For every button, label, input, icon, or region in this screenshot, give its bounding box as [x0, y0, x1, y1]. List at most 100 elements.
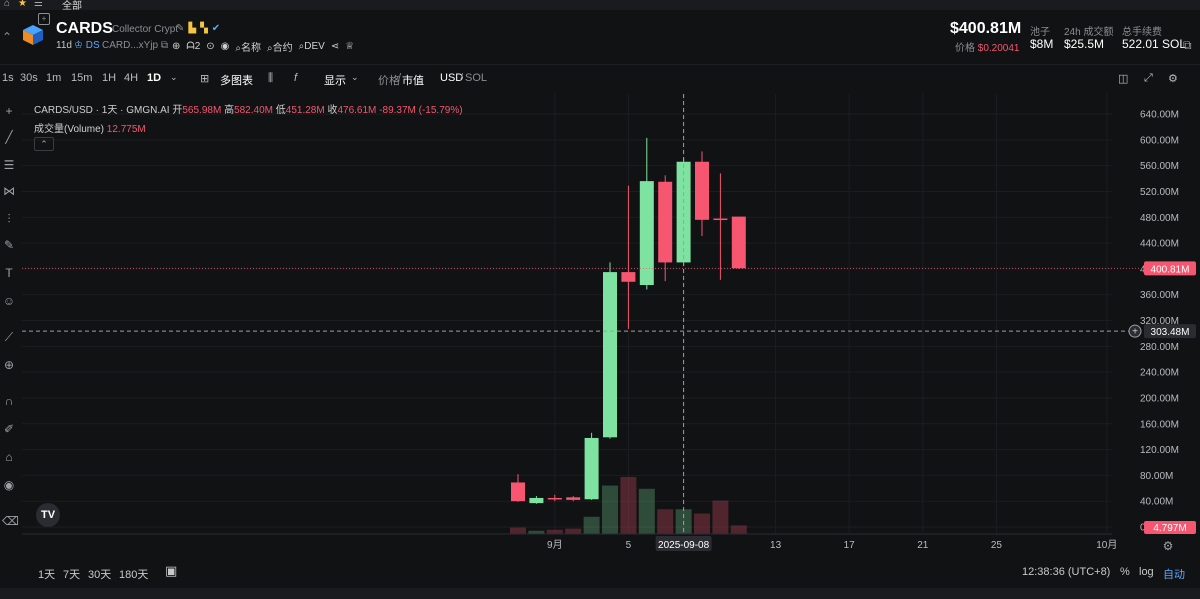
y-tick-label: 440.00M [1140, 239, 1179, 250]
change-value: -89.37M (-15.79%) [379, 105, 463, 116]
edit-icon[interactable]: ✎ [176, 23, 185, 34]
website-icon[interactable]: ⊕ [172, 41, 181, 52]
fullscreen-icon[interactable]: ⤢ [1144, 72, 1153, 84]
timeframe-15m[interactable]: 15m [71, 72, 93, 84]
x-tick-label: 17 [844, 540, 856, 551]
emoji-icon[interactable]: ☺ [2, 294, 16, 308]
range-1d[interactable]: 1天 [38, 569, 56, 581]
home-icon[interactable]: ⌂ [4, 0, 11, 9]
volume-bar [657, 509, 674, 534]
candle-body [676, 161, 691, 263]
low-label: 低 [275, 105, 286, 116]
mcap-toggle[interactable]: 市值 [402, 75, 424, 87]
filter-tab[interactable]: 全部 [62, 1, 82, 12]
zoom-icon[interactable]: ⊕ [3, 358, 15, 372]
x-tick-label: 25 [991, 540, 1003, 551]
crosshair-date-bg [655, 536, 712, 551]
volume-legend-label: 成交量(Volume) [34, 124, 105, 135]
multi-chart-button[interactable]: 多图表 [220, 75, 253, 87]
search-contract-link[interactable]: ⌕合约 [267, 43, 293, 54]
pattern-icon[interactable]: ⋈ [3, 184, 15, 198]
tradingview-logo-icon[interactable]: TV [36, 503, 60, 527]
range-7d[interactable]: 7天 [63, 569, 81, 581]
price-toggle[interactable]: 价格 [378, 75, 400, 87]
horizontal-lines-icon[interactable]: ☰ [3, 158, 15, 172]
brush-icon[interactable]: ✎ [3, 238, 15, 252]
calendar-icon[interactable]: ▣ [165, 563, 178, 578]
image-search-icon[interactable]: + [38, 13, 50, 25]
volume-right-label: 4.797M [1153, 523, 1186, 534]
add-alert-icon [1128, 324, 1142, 338]
display-dropdown-icon[interactable]: ⌄ [351, 72, 359, 82]
holders-icon[interactable]: ᗩ2 [186, 41, 201, 52]
clock-time[interactable]: 12:38:36 (UTC+8) [1022, 566, 1111, 578]
coin-icon[interactable]: ⊙ [206, 41, 215, 52]
dex-screener-link[interactable]: ♔ DS [74, 40, 100, 51]
fib-icon[interactable]: ⫶ [7, 212, 11, 226]
candle-body [695, 161, 709, 220]
volume-legend: 成交量(Volume) 12.775M [34, 120, 146, 135]
usd-toggle[interactable]: USD [440, 72, 464, 84]
multi-chart-icon[interactable]: ⊞ [200, 73, 210, 85]
add-alert-plus: + [1132, 327, 1138, 338]
y-tick-label: 40.00M [1140, 497, 1173, 508]
screenshot-icon[interactable]: ◫ [1118, 73, 1129, 85]
volume-bar [602, 485, 618, 534]
y-tick-label: 240.00M [1140, 368, 1179, 379]
percent-toggle[interactable]: % [1120, 566, 1130, 578]
volume-bar [712, 500, 729, 534]
footer-strip [0, 588, 1200, 599]
timeframe-1m[interactable]: 1m [46, 72, 62, 84]
log-toggle[interactable]: log [1139, 566, 1154, 578]
token-symbol: CARDS [56, 20, 113, 37]
copy-share-icon[interactable]: ⧉ [1183, 38, 1192, 52]
range-180d[interactable]: 180天 [119, 569, 149, 581]
timeframe-1h[interactable]: 1H [102, 72, 117, 84]
candle-type-icon[interactable]: ⫼ [268, 72, 274, 84]
candle-body [566, 497, 581, 500]
telegram-icon[interactable]: ◉ [220, 41, 230, 52]
timeframe-4h[interactable]: 4H [124, 72, 139, 84]
text-icon[interactable]: T [5, 266, 13, 280]
price-block: 价格 $0.20041 [955, 39, 1020, 54]
x-tick-label: 21 [917, 540, 929, 551]
settings-icon[interactable]: ⚙ [1168, 73, 1178, 85]
y-tick-label: 320.00M [1140, 316, 1179, 327]
close-value: 476.61M [337, 105, 377, 116]
candle-body [547, 497, 562, 500]
token-logo-icon [23, 25, 43, 45]
timeframe-1d[interactable]: 1D [147, 72, 162, 84]
auto-toggle[interactable]: 自动 [1163, 569, 1185, 581]
timeframe-1s[interactable]: 1s [2, 72, 14, 84]
trash-icon[interactable]: ⌫ [2, 514, 19, 528]
search-dev-link[interactable]: ⌕DEV [298, 41, 325, 52]
timeframe-dropdown-icon[interactable]: ⌄ [170, 72, 178, 82]
collapse-legend-icon[interactable]: ⌃ [34, 137, 54, 151]
volume-legend-value: 12.775M [106, 124, 146, 135]
sol-toggle[interactable]: SOL [465, 72, 488, 84]
contract-address[interactable]: CARD...xYjp ⧉ [102, 40, 168, 51]
crosshair-icon[interactable]: + [5, 104, 13, 118]
trendline-icon[interactable]: ╱ [5, 130, 13, 144]
indicators-icon[interactable]: f [294, 72, 298, 84]
magnet-icon[interactable]: ∩ [4, 394, 14, 408]
collapse-chevron-icon[interactable]: ⌃ [2, 30, 13, 44]
token-header [0, 10, 1200, 65]
search-name-link[interactable]: ⌕名称 [235, 43, 261, 54]
candlestick-chart[interactable]: 640.00M 600.00M 560.00M 520.00M 480.00M 440.0… [22, 94, 1200, 554]
ruler-icon[interactable]: ⟋ [4, 330, 14, 344]
range-30d[interactable]: 30天 [88, 569, 112, 581]
token-age: 11d [56, 40, 72, 51]
copy-icon[interactable]: ⧉ [160, 40, 169, 51]
display-button[interactable]: 显示 [324, 75, 346, 87]
eye-icon[interactable]: ◉ [3, 478, 15, 492]
star-icon[interactable]: ★ [18, 0, 27, 9]
y-axis: 640.00M 600.00M 560.00M 520.00M 480.00M 440.0… [1140, 110, 1179, 534]
lock-drawing-icon[interactable]: ✐ [3, 422, 15, 436]
timeframe-30s[interactable]: 30s [20, 72, 38, 84]
share-icon[interactable]: ⋖ [330, 41, 340, 52]
axis-settings-icon: ⚙ [1163, 539, 1174, 553]
lock-icon[interactable]: ⌂ [5, 450, 13, 464]
crown-rank-icon[interactable]: ♕ [345, 41, 355, 52]
menu-icon[interactable]: ☰ [34, 0, 43, 9]
